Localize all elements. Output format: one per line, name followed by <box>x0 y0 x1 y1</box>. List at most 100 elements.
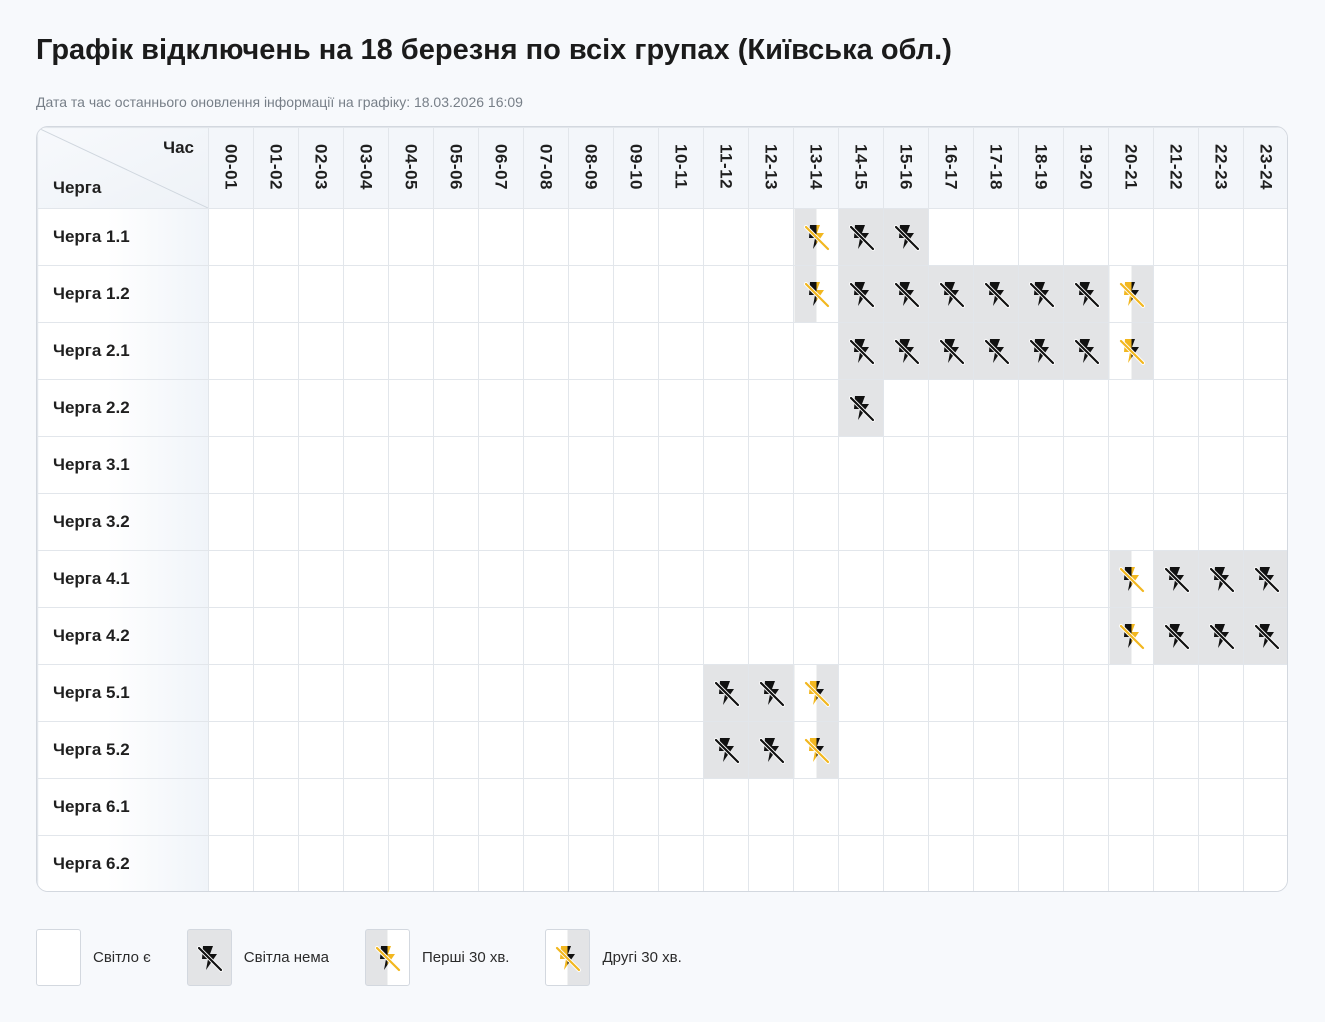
schedule-cell-on <box>748 607 794 665</box>
schedule-cell-off <box>973 265 1019 323</box>
schedule-cell-on <box>613 778 659 836</box>
schedule-cell-on <box>253 493 299 551</box>
hour-label: 17-18 <box>986 144 1006 190</box>
schedule-cell-on <box>208 550 254 608</box>
schedule-cell-on <box>253 721 299 779</box>
schedule-cell-on <box>658 436 704 494</box>
schedule-cell-on <box>568 778 614 836</box>
schedule-cell-on <box>1063 550 1109 608</box>
hour-label: 04-05 <box>401 144 421 190</box>
schedule-cell-on <box>1198 778 1244 836</box>
schedule-cell-on <box>658 493 704 551</box>
schedule-cell-off <box>928 322 974 380</box>
schedule-cell-on <box>973 778 1019 836</box>
schedule-cell-on <box>568 493 614 551</box>
schedule-cell-on <box>883 493 929 551</box>
hour-header-16-17: 16-17 <box>928 127 974 209</box>
schedule-cell-first <box>793 664 839 722</box>
schedule-cell-on <box>388 493 434 551</box>
schedule-cell-on <box>1198 265 1244 323</box>
schedule-cell-on <box>568 550 614 608</box>
schedule-cell-on <box>1108 664 1154 722</box>
schedule-cell-on <box>703 208 749 266</box>
schedule-cell-off <box>928 265 974 323</box>
legend-item-on: Світло є <box>36 928 151 986</box>
schedule-cell-on <box>478 778 524 836</box>
schedule-cell-on <box>1018 493 1064 551</box>
schedule-cell-on <box>478 208 524 266</box>
schedule-cell-on <box>973 493 1019 551</box>
schedule-cell-on <box>658 265 704 323</box>
no-power-icon <box>802 735 832 765</box>
schedule-cell-on <box>1018 379 1064 437</box>
hour-label: 01-02 <box>266 144 286 190</box>
schedule-cell-on <box>703 493 749 551</box>
schedule-cell-on <box>1198 664 1244 722</box>
schedule-cell-on <box>658 664 704 722</box>
schedule-cell-on <box>208 379 254 437</box>
table-row: Черга 3.2 <box>37 493 1287 551</box>
hour-label: 15-16 <box>896 144 916 190</box>
schedule-cell-on <box>793 379 839 437</box>
table-row: Черга 3.1 <box>37 436 1287 494</box>
schedule-cell-on <box>568 721 614 779</box>
hour-label: 02-03 <box>311 144 331 190</box>
schedule-cell-on <box>253 208 299 266</box>
legend-label: Другі 30 хв. <box>602 948 682 966</box>
schedule-cell-on <box>703 550 749 608</box>
schedule-cell-on <box>613 550 659 608</box>
schedule-cell-on <box>478 379 524 437</box>
schedule-cell-on <box>658 550 704 608</box>
no-power-icon <box>1072 336 1102 366</box>
schedule-cell-on <box>253 835 299 891</box>
hour-axis-label: Час <box>163 138 194 157</box>
no-power-icon <box>757 735 787 765</box>
schedule-cell-on <box>478 607 524 665</box>
schedule-cell-off <box>838 265 884 323</box>
no-power-icon <box>1207 621 1237 651</box>
no-power-icon <box>1117 564 1147 594</box>
schedule-cell-on <box>613 322 659 380</box>
schedule-cell-on <box>1243 265 1287 323</box>
schedule-cell-on <box>568 607 614 665</box>
schedule-cell-on <box>523 493 569 551</box>
schedule-cell-second <box>793 265 839 323</box>
schedule-cell-on <box>253 550 299 608</box>
schedule-cell-on <box>1198 835 1244 891</box>
schedule-cell-off <box>748 664 794 722</box>
no-power-icon <box>1252 621 1282 651</box>
last-updated-text: Дата та час останнього оновлення інформа… <box>36 94 523 110</box>
schedule-cell-on <box>478 436 524 494</box>
schedule-cell-on <box>208 607 254 665</box>
schedule-cell-on <box>1243 493 1287 551</box>
table-row: Черга 5.2 <box>37 721 1287 779</box>
schedule-cell-first <box>1108 265 1154 323</box>
hour-header-23-24: 23-24 <box>1243 127 1287 209</box>
hour-header-10-11: 10-11 <box>658 127 704 209</box>
queue-label: Черга 6.2 <box>37 835 209 891</box>
schedule-cell-on <box>613 664 659 722</box>
hour-header-02-03: 02-03 <box>298 127 344 209</box>
schedule-cell-on <box>1063 778 1109 836</box>
schedule-cell-on <box>748 265 794 323</box>
no-power-icon <box>847 336 877 366</box>
hour-label: 05-06 <box>446 144 466 190</box>
schedule-cell-on <box>1198 322 1244 380</box>
schedule-cell-on <box>928 664 974 722</box>
schedule-cell-on <box>1153 721 1199 779</box>
no-power-icon <box>982 279 1012 309</box>
schedule-cell-on <box>973 208 1019 266</box>
schedule-cell-on <box>793 550 839 608</box>
schedule-cell-on <box>1153 664 1199 722</box>
schedule-cell-on <box>883 721 929 779</box>
schedule-cell-on <box>343 550 389 608</box>
schedule-cell-on <box>703 778 749 836</box>
queue-axis-label: Черга <box>53 178 102 197</box>
hour-label: 10-11 <box>671 144 691 190</box>
schedule-cell-on <box>703 265 749 323</box>
schedule-cell-on <box>253 778 299 836</box>
schedule-cell-on <box>388 436 434 494</box>
schedule-cell-on <box>613 379 659 437</box>
schedule-cell-on <box>523 835 569 891</box>
schedule-cell-on <box>1018 778 1064 836</box>
